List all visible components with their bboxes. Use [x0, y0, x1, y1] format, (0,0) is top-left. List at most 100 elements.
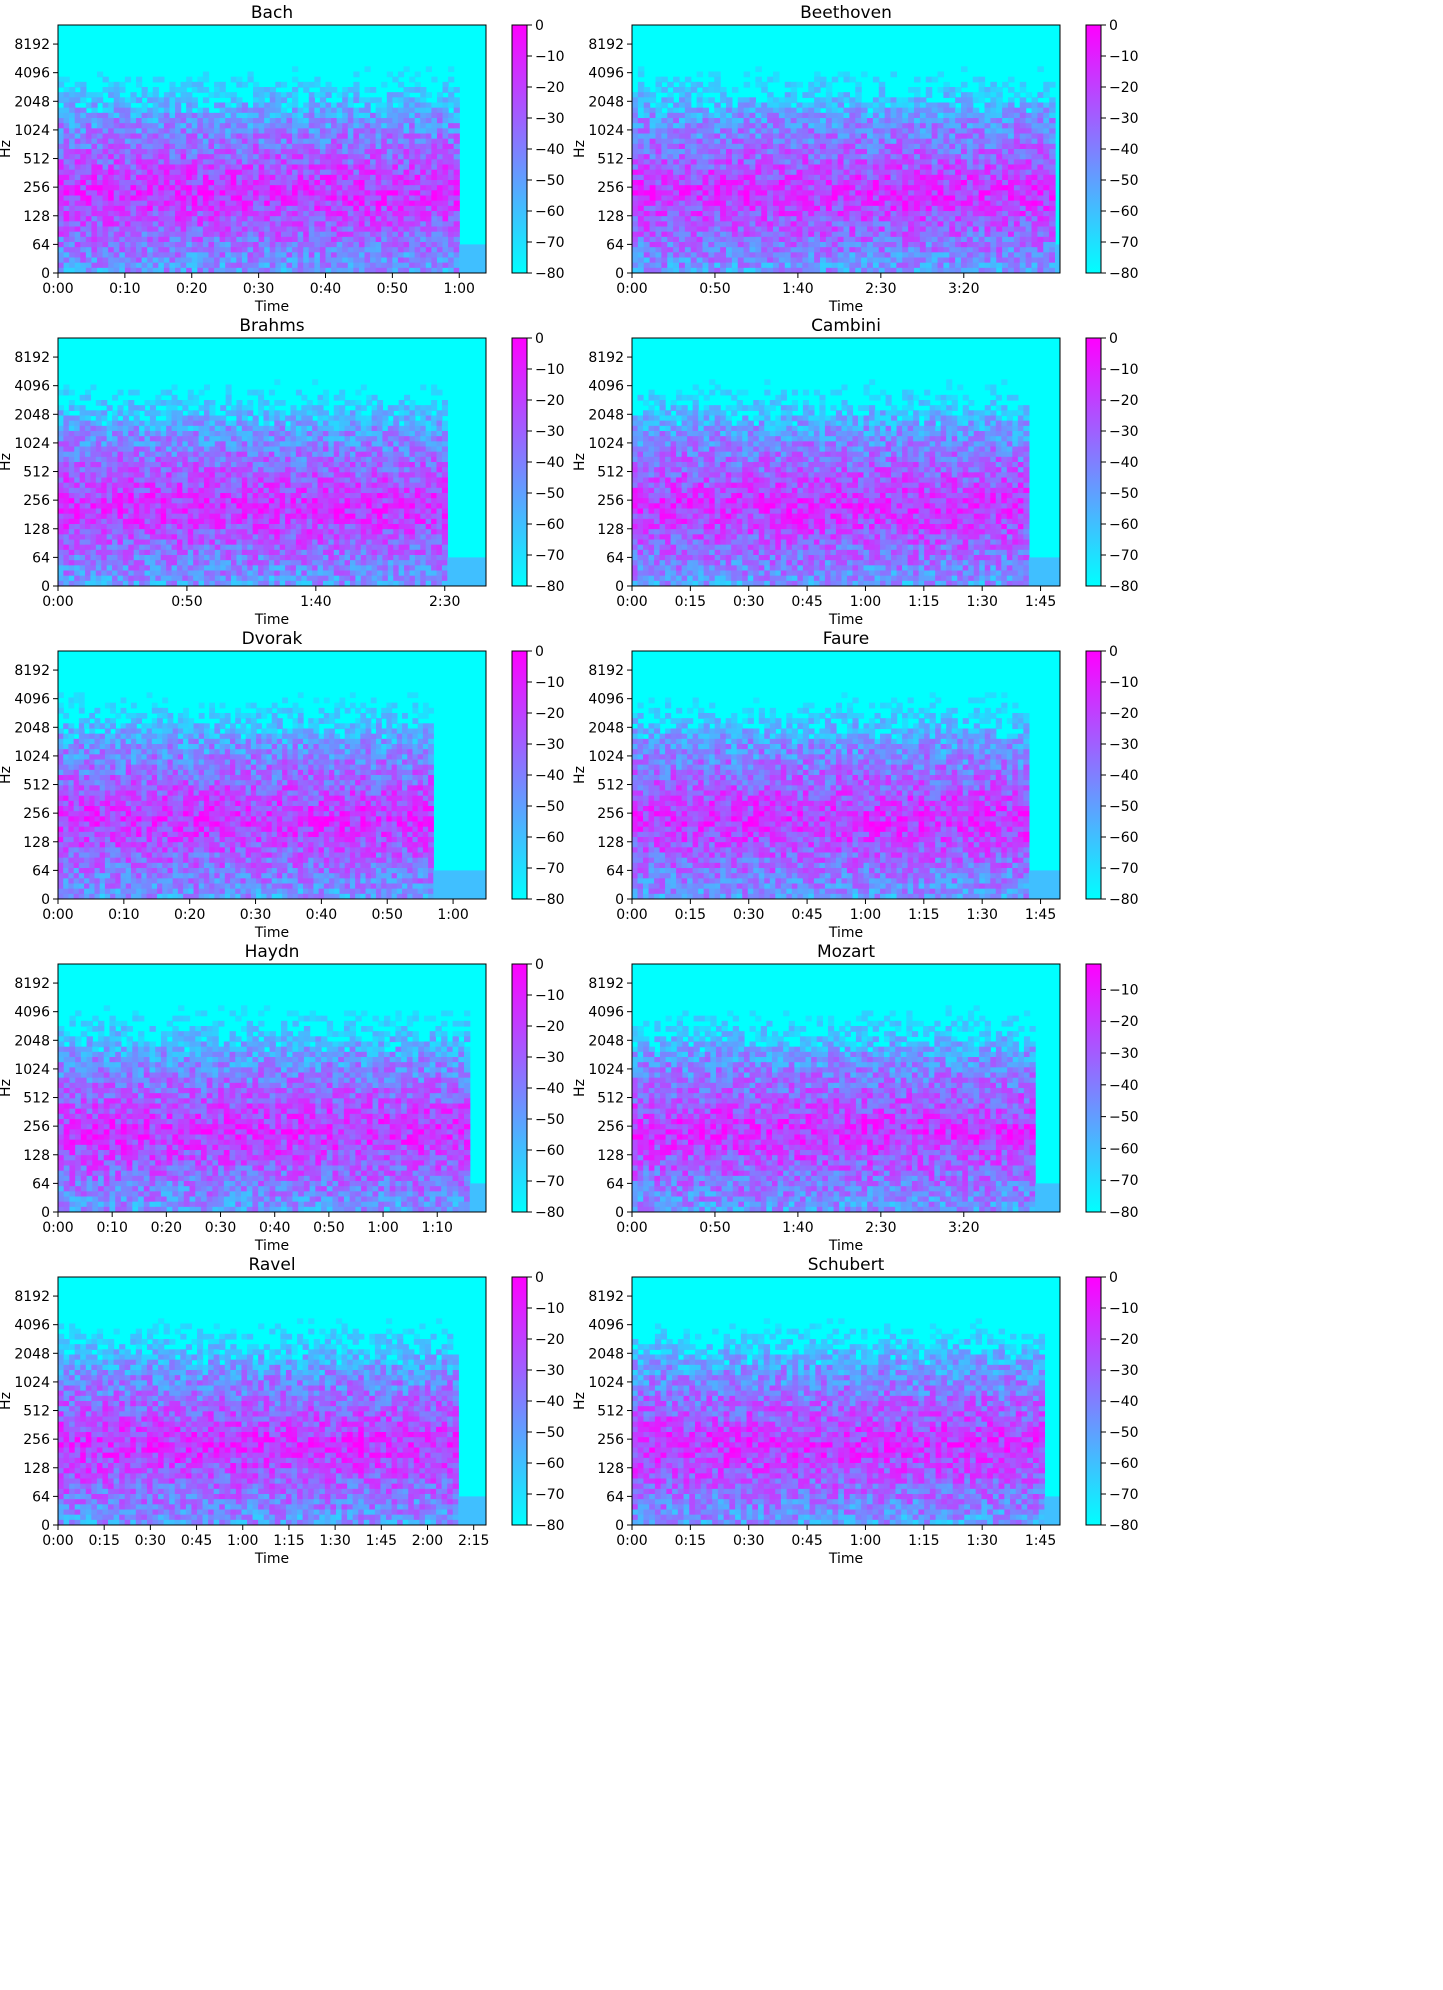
- spectrogram-cell: [838, 252, 844, 258]
- spectrogram-cell: [661, 216, 667, 222]
- spectrogram-cell: [142, 149, 148, 155]
- spectrogram-cell: [996, 103, 1002, 109]
- spectrogram-cell: [103, 159, 109, 165]
- spectrogram-cell: [208, 159, 214, 165]
- spectrogram-cell: [181, 82, 187, 88]
- spectrogram-cell: [415, 72, 421, 78]
- spectrogram-cell: [720, 180, 726, 186]
- x-tick-label: 0:10: [109, 281, 140, 297]
- spectrogram-cell: [761, 87, 767, 93]
- spectrogram-cell: [867, 128, 873, 134]
- spectrogram-cell: [86, 175, 92, 181]
- spectrogram-cell: [309, 201, 315, 207]
- spectrogram-cell: [320, 103, 326, 109]
- spectrogram-cell: [955, 149, 961, 155]
- spectrogram-cell: [58, 263, 64, 269]
- spectrogram-cell: [1026, 237, 1032, 243]
- spectrogram-cell: [744, 165, 750, 171]
- spectrogram-cell: [767, 123, 773, 129]
- spectrogram-cell: [169, 227, 175, 233]
- spectrogram-cell: [896, 180, 902, 186]
- spectrogram-cell: [270, 92, 276, 98]
- spectrogram-cell: [891, 159, 897, 165]
- spectrogram-cell: [309, 180, 315, 186]
- spectrogram-cell: [136, 221, 142, 227]
- spectrogram-cell: [773, 180, 779, 186]
- spectrogram-cell: [761, 211, 767, 217]
- spectrogram-cell: [638, 180, 644, 186]
- spectrogram-cell: [873, 252, 879, 258]
- spectrogram-cell: [153, 97, 159, 103]
- spectrogram-cell: [685, 113, 691, 119]
- spectrogram-cell: [153, 258, 159, 264]
- spectrogram-cell: [938, 216, 944, 222]
- spectrogram-cell: [270, 211, 276, 217]
- spectrogram-cell: [431, 134, 437, 140]
- spectrogram-cell: [431, 103, 437, 109]
- spectrogram-cell: [225, 237, 231, 243]
- spectrogram-cell: [650, 97, 656, 103]
- spectrogram-cell: [902, 103, 908, 109]
- spectrogram-cell: [86, 196, 92, 202]
- spectrogram-cell: [908, 201, 914, 207]
- spectrogram-cell: [849, 206, 855, 212]
- spectrogram-cell: [264, 180, 270, 186]
- spectrogram-cell: [164, 247, 170, 253]
- spectrogram-cell: [353, 108, 359, 114]
- spectrogram-cell: [814, 113, 820, 119]
- spectrogram-cell: [703, 263, 709, 269]
- spectrogram-cell: [914, 185, 920, 191]
- spectrogram-cell: [996, 242, 1002, 248]
- spectrogram-cell: [691, 149, 697, 155]
- spectrogram-cell: [292, 247, 298, 253]
- spectrogram-cell: [426, 92, 432, 98]
- spectrogram-cell: [97, 201, 103, 207]
- spectrogram-cell: [979, 77, 985, 83]
- spectrogram-cell: [849, 263, 855, 269]
- spectrogram-cell: [785, 128, 791, 134]
- spectrogram-cell: [802, 206, 808, 212]
- spectrogram-cell: [147, 263, 153, 269]
- spectrogram-cell: [908, 128, 914, 134]
- spectrogram-cell: [638, 247, 644, 253]
- spectrogram-cell: [697, 258, 703, 264]
- spectrogram-cell: [281, 144, 287, 150]
- spectrogram-cell: [387, 144, 393, 150]
- spectrogram-cell: [298, 221, 304, 227]
- spectrogram-cell: [714, 108, 720, 114]
- spectrogram-cell: [292, 227, 298, 233]
- spectrogram-cell: [409, 190, 415, 196]
- spectrogram-cell: [220, 92, 226, 98]
- spectrogram-cell: [744, 113, 750, 119]
- spectrogram-cell: [926, 206, 932, 212]
- spectrogram-cell: [281, 242, 287, 248]
- spectrogram-cell: [348, 108, 354, 114]
- spectrogram-cell: [236, 154, 242, 160]
- spectrogram-cell: [337, 232, 343, 238]
- spectrogram-cell: [914, 258, 920, 264]
- spectrogram-cell: [1002, 216, 1008, 222]
- spectrogram-cell: [58, 227, 64, 233]
- spectrogram-cell: [420, 263, 426, 269]
- spectrogram-cell: [996, 97, 1002, 103]
- spectrogram-cell: [387, 113, 393, 119]
- spectrogram-cell: [398, 232, 404, 238]
- spectrogram-cell: [797, 144, 803, 150]
- spectrogram-cell: [949, 196, 955, 202]
- spectrogram-cell: [932, 201, 938, 207]
- spectrogram-cell: [392, 170, 398, 176]
- spectrogram-cell: [973, 92, 979, 98]
- spectrogram-cell: [398, 242, 404, 248]
- spectrogram-cell: [667, 180, 673, 186]
- spectrogram-cell: [679, 232, 685, 238]
- spectrogram-cell: [873, 149, 879, 155]
- spectrogram-cell: [891, 227, 897, 233]
- spectrogram-cell: [242, 216, 248, 222]
- spectrogram-cell: [879, 247, 885, 253]
- spectrogram-cell: [691, 247, 697, 253]
- spectrogram-cell: [203, 113, 209, 119]
- spectrogram-cell: [58, 180, 64, 186]
- spectrogram-cell: [849, 221, 855, 227]
- spectrogram-cell: [767, 247, 773, 253]
- spectrogram-cell: [914, 134, 920, 140]
